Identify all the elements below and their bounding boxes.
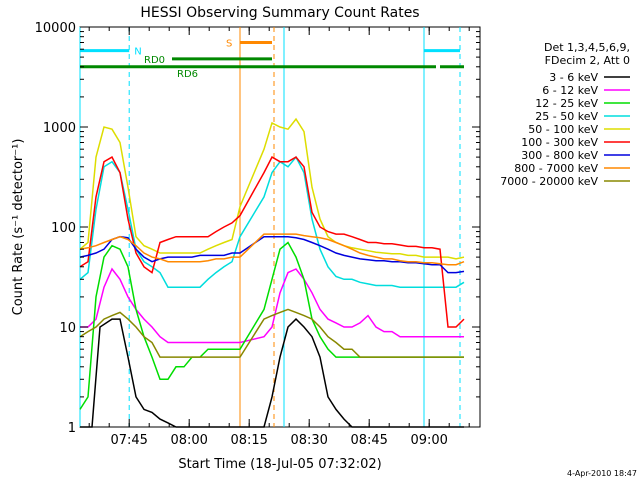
legend-label-6: 300 - 800 keV	[521, 149, 598, 162]
series-lines	[79, 117, 465, 428]
series-line-0	[80, 318, 464, 428]
x-axis: 07:45 08:00 08:15 08:30 08:45 09:00	[88, 27, 470, 448]
legend-label-1: 6 - 12 keV	[542, 84, 598, 97]
y-tick-label-0: 1	[68, 421, 76, 436]
flag-label-2: RD6	[177, 69, 198, 80]
legend-label-3: 25 - 50 keV	[535, 110, 598, 123]
legend-header-1: FDecim 2, Att 0	[545, 54, 630, 67]
series-line-7	[79, 233, 465, 266]
x-tick-label-4: 08:45	[350, 433, 387, 448]
legend-label-0: 3 - 6 keV	[549, 71, 598, 84]
y-axis: 1 10 100 1000 10000	[35, 21, 480, 436]
flag-label-1: RD0	[144, 55, 165, 66]
legend-label-5: 100 - 300 keV	[521, 136, 598, 149]
y-tick-label-2: 100	[51, 221, 76, 236]
x-tick-label-0: 07:45	[110, 433, 147, 448]
vertical-markers	[79, 27, 461, 427]
plot-frame	[79, 26, 481, 428]
legend-label-7: 800 - 7000 keV	[514, 162, 598, 175]
timestamp: 4-Apr-2010 18:47	[567, 469, 637, 478]
flag-label-3: S	[226, 38, 232, 49]
flag-label-0: N	[134, 47, 141, 58]
y-tick-label-3: 1000	[43, 121, 76, 136]
x-tick-label-3: 08:30	[290, 433, 327, 448]
x-tick-label-2: 08:15	[230, 433, 267, 448]
x-tick-label-5: 09:00	[410, 433, 447, 448]
x-axis-label: Start Time (18-Jul-05 07:32:02)	[178, 457, 381, 472]
legend-header-0: Det 1,3,4,5,6,9,	[544, 41, 630, 54]
y-tick-label-4: 10000	[35, 21, 76, 36]
series-line-1	[80, 267, 464, 344]
x-tick-label-1: 08:00	[170, 433, 207, 448]
series-line-8	[79, 308, 464, 358]
y-tick-label-1: 10	[59, 321, 76, 336]
series-line-6	[79, 235, 465, 274]
y-axis-label: Count Rate (s⁻¹ detector⁻¹)	[11, 139, 26, 316]
legend: Det 1,3,4,5,6,9,FDecim 2, Att 0 3 - 6 keV…	[500, 41, 630, 188]
legend-label-2: 12 - 25 keV	[535, 97, 598, 110]
series-line-5	[79, 156, 465, 328]
legend-label-8: 7000 - 20000 keV	[500, 175, 598, 188]
series-line-3	[79, 155, 465, 288]
chart-title: HESSI Observing Summary Count Rates	[140, 5, 419, 21]
series-line-4	[79, 117, 465, 260]
legend-label-4: 50 - 100 keV	[528, 123, 598, 136]
